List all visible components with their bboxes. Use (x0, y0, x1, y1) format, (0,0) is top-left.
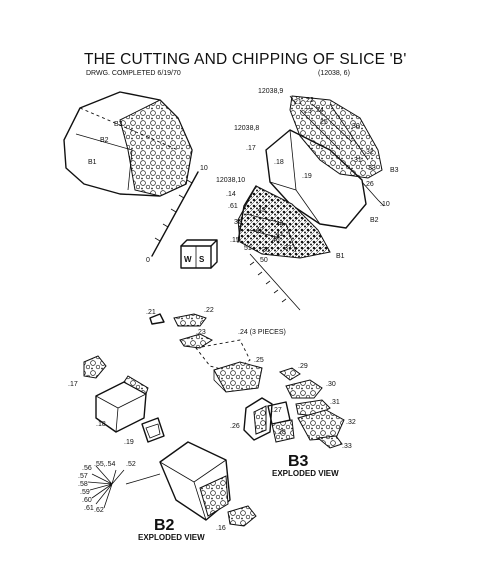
chip-60: .60 (82, 497, 92, 504)
label-16: .16 (216, 525, 226, 532)
chip-61: .61 (84, 505, 94, 512)
label-b1: B1 (88, 159, 97, 166)
diagram-title: THE CUTTING AND CHIPPING OF SLICE 'B' (84, 51, 407, 68)
label-26: .26 (230, 423, 240, 430)
chip-56: .56 (82, 465, 92, 472)
label-18: .18 (96, 421, 106, 428)
label-b2-right: B2 (370, 217, 379, 224)
label-b3: B3 (114, 121, 123, 128)
cube-face-w: W (184, 255, 192, 264)
r1-label-36b: 36 (262, 247, 270, 254)
label-12038-8: 12038,8 (234, 125, 259, 132)
r2-label-32: 32 (366, 149, 374, 156)
slab-b2: 12038,8 .17 .19 .18 .26 .10 B2 (234, 125, 390, 229)
slice-b-whole: B3 B2 B1 (63, 91, 193, 197)
r1-label-43: 43 (258, 207, 266, 214)
orientation-cube: W S (180, 239, 218, 269)
label-15: .15 (230, 237, 240, 244)
r2-label-22: 22 (306, 97, 314, 104)
label-31: .31 (330, 399, 340, 406)
label-10-right: .10 (380, 201, 390, 208)
label-30: .30 (326, 381, 336, 388)
label-17: .17 (68, 381, 78, 388)
b3-exploded-caption: EXPLODED VIEW (272, 469, 339, 478)
label-17-upper: .17 (246, 145, 256, 152)
b2-exploded-title: B2 (154, 517, 175, 534)
r2-label-30: 30 (352, 123, 360, 130)
b3-exploded-title: B3 (288, 453, 309, 470)
label-32: .32 (346, 419, 356, 426)
chip-58: .58 (78, 481, 88, 488)
label-25: .25 (254, 357, 264, 364)
r1-label-41: 41 (276, 231, 284, 238)
chip-59: .59 (80, 489, 90, 496)
r2-label-25: 25 (320, 119, 328, 126)
label-19: .19 (124, 439, 134, 446)
label-33: .33 (342, 443, 352, 450)
scale-label-0: 0 (146, 257, 150, 264)
slab-b3: 12038,9 B3 21 22 23 24 25 30 31 32 33 (258, 88, 399, 179)
r2-label-23: 23 (304, 108, 312, 115)
r1-label-36: 36 (234, 219, 242, 226)
label-14: .14 (226, 191, 236, 198)
label-29: .29 (298, 363, 308, 370)
chip-52: .52 (126, 461, 136, 468)
cube-face-s: S (199, 255, 205, 264)
sample-id: (12038, 6) (318, 70, 350, 77)
b2-exploded-caption: EXPLODED VIEW (138, 533, 205, 542)
r1-label-46: 46 (272, 237, 280, 244)
label-b2: B2 (100, 137, 109, 144)
label-b3-right: B3 (390, 167, 399, 174)
scale-label-10: 10 (200, 165, 208, 172)
scale-bar: 10 0 (146, 165, 208, 264)
b2-exploded: .17 .18 .19 .16 .55,.54 .52 .56 .57 .58 … (68, 355, 257, 542)
r2-label-31: 31 (354, 157, 362, 164)
label-26-right: .26 (364, 181, 374, 188)
chip-62: .62 (94, 507, 104, 514)
label-12038-9: 12038,9 (258, 88, 283, 95)
label-27: .27 (272, 407, 282, 414)
r2-label-21: 21 (294, 99, 302, 106)
slab-b1: 12038,10 .14 .61 43 44 36 42 41 46 .15 5… (216, 177, 345, 311)
r1-label-42: 42 (256, 227, 264, 234)
chip-57: .57 (78, 473, 88, 480)
label-22: .22 (204, 307, 214, 314)
b3-exploded: .21 .22 .23 .24 (3 PIECES) .25 .29 .30 .… (146, 307, 356, 478)
label-24: .24 (3 PIECES) (238, 329, 286, 336)
r1-label-61: .61 (228, 203, 238, 210)
label-21: .21 (146, 309, 156, 316)
r1-label-50: 50 (260, 257, 268, 264)
label-12038-10: 12038,10 (216, 177, 245, 184)
label-23: .23 (196, 329, 206, 336)
label-19-upper: .19 (302, 173, 312, 180)
drawing-date: DRWG. COMPLETED 6/19/70 (86, 70, 181, 77)
r1-label-51: 51 (244, 245, 252, 252)
label-b1-right: B1 (336, 253, 345, 260)
chip-55-54: .55,.54 (94, 461, 116, 468)
label-28: .28 (276, 429, 286, 436)
r2-label-33: 33 (368, 165, 376, 172)
r2-label-24: 24 (316, 107, 324, 114)
label-18-upper: .18 (274, 159, 284, 166)
r1-label-37: 37 (284, 245, 292, 252)
r1-label-44: 44 (276, 221, 284, 228)
